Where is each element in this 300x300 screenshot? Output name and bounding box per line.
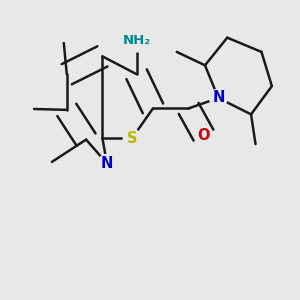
Circle shape: [209, 89, 227, 107]
Circle shape: [195, 126, 212, 144]
Circle shape: [123, 129, 141, 147]
Text: N: N: [212, 91, 224, 106]
Text: S: S: [127, 130, 137, 146]
Circle shape: [125, 28, 148, 52]
Text: O: O: [197, 128, 210, 142]
Text: NH₂: NH₂: [123, 34, 151, 46]
Text: N: N: [101, 156, 113, 171]
Circle shape: [98, 154, 116, 172]
